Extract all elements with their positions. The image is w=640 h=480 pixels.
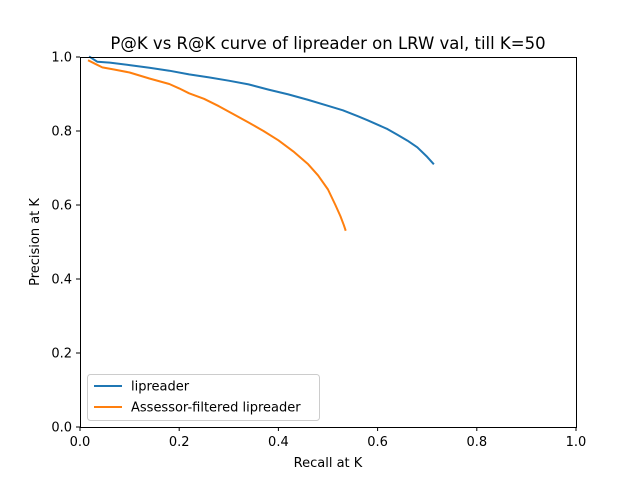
y-tick-label: 0.4 [51,273,72,288]
x-axis-label: Recall at K [294,456,363,471]
series-line-0 [88,55,435,166]
series-layer [87,55,435,232]
legend-label-0: lipreader [131,380,190,395]
x-tick-label: 0.6 [367,435,388,450]
y-axis-label: Precision at K [28,198,43,286]
x-tick-label: 1.0 [566,435,587,450]
x-tick-label: 0.2 [169,435,190,450]
legend-box [87,374,320,421]
y-tick-label: 0.8 [51,125,72,140]
y-tick-label: 0.2 [51,347,72,362]
x-axis: 0.0 0.2 0.4 0.6 0.8 1.0 [70,427,587,450]
y-axis: 0.0 0.2 0.4 0.6 0.8 1.0 [51,51,80,436]
chart-title: P@K vs R@K curve of lipreader on LRW val… [110,34,545,53]
legend-label-1: Assessor-filtered lipreader [131,401,301,416]
legend: lipreader Assessor-filtered lipreader [87,374,320,421]
y-tick-label: 0.0 [51,421,72,436]
x-tick-label: 0.8 [466,435,487,450]
plot-frame [80,57,577,428]
series-line-1 [87,59,347,232]
x-tick-label: 0.0 [70,435,91,450]
y-tick-label: 1.0 [51,51,72,66]
y-tick-label: 0.6 [51,199,72,214]
x-tick-label: 0.4 [268,435,289,450]
